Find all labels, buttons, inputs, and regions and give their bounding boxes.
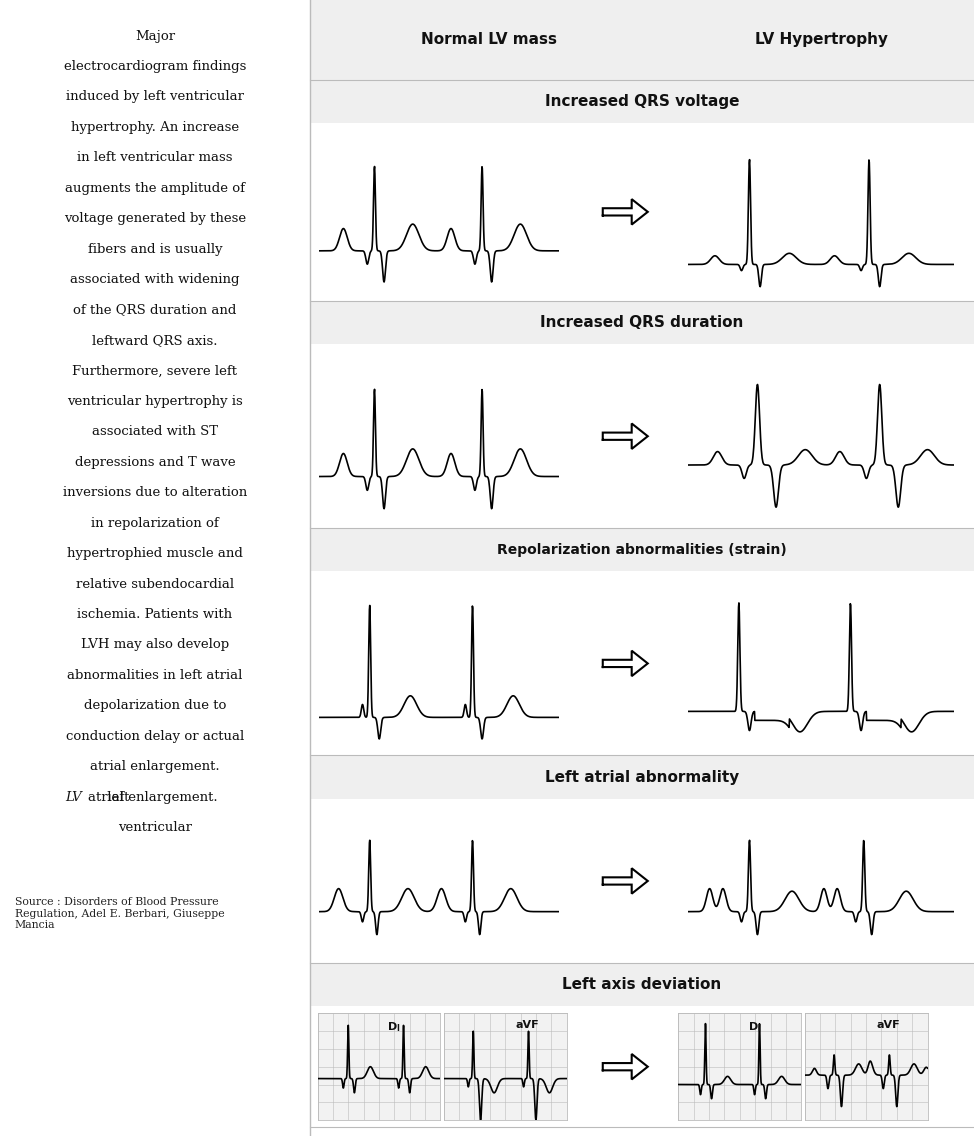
- Text: inversions due to alteration: inversions due to alteration: [62, 486, 247, 499]
- Text: atrial enlargement.: atrial enlargement.: [90, 760, 220, 774]
- Text: voltage generated by these: voltage generated by these: [64, 212, 245, 225]
- Text: $\mathregular{D_I}$: $\mathregular{D_I}$: [387, 1020, 400, 1034]
- Text: atrial enlargement.: atrial enlargement.: [88, 791, 222, 803]
- Bar: [310, 301, 974, 344]
- Text: LV Hypertrophy: LV Hypertrophy: [755, 32, 887, 48]
- Text: associated with widening: associated with widening: [70, 273, 240, 286]
- Text: augments the amplitude of: augments the amplitude of: [65, 182, 244, 194]
- Text: ventricular hypertrophy is: ventricular hypertrophy is: [67, 395, 243, 408]
- Text: depressions and T wave: depressions and T wave: [75, 456, 235, 469]
- Text: of the QRS duration and: of the QRS duration and: [73, 303, 237, 317]
- Text: LVH may also develop: LVH may also develop: [81, 638, 229, 651]
- Text: associated with ST: associated with ST: [92, 425, 218, 438]
- Text: induced by left ventricular: induced by left ventricular: [66, 91, 244, 103]
- Bar: [310, 755, 974, 799]
- Text: in left ventricular mass: in left ventricular mass: [77, 151, 233, 165]
- Text: electrocardiogram findings: electrocardiogram findings: [63, 60, 246, 73]
- Bar: [310, 963, 974, 1006]
- Text: Repolarization abnormalities (strain): Repolarization abnormalities (strain): [497, 543, 787, 557]
- Text: Major: Major: [134, 30, 175, 42]
- Text: Furthermore, severe left: Furthermore, severe left: [72, 365, 238, 377]
- Text: hypertrophy. An increase: hypertrophy. An increase: [71, 120, 239, 134]
- Text: in repolarization of: in repolarization of: [91, 517, 219, 529]
- Bar: [310, 80, 974, 123]
- Text: aVF: aVF: [877, 1020, 900, 1029]
- Text: left: left: [103, 791, 130, 803]
- Text: Source : Disorders of Blood Pressure
Regulation, Adel E. Berbari, Giuseppe
Manci: Source : Disorders of Blood Pressure Reg…: [15, 897, 224, 930]
- Text: Increased QRS duration: Increased QRS duration: [541, 315, 743, 331]
- Bar: [310, 0, 974, 80]
- Text: fibers and is usually: fibers and is usually: [88, 243, 222, 256]
- Text: leftward QRS axis.: leftward QRS axis.: [93, 334, 217, 346]
- Text: LV: LV: [65, 791, 82, 803]
- Text: depolarization due to: depolarization due to: [84, 700, 226, 712]
- Text: ventricular: ventricular: [118, 821, 192, 834]
- Text: conduction delay or actual: conduction delay or actual: [65, 729, 244, 743]
- Text: hypertrophied muscle and: hypertrophied muscle and: [67, 548, 243, 560]
- Text: ischemia. Patients with: ischemia. Patients with: [77, 608, 233, 621]
- Text: abnormalities in left atrial: abnormalities in left atrial: [67, 669, 243, 682]
- Text: relative subendocardial: relative subendocardial: [76, 577, 234, 591]
- Text: Left atrial abnormality: Left atrial abnormality: [544, 769, 739, 785]
- Text: Left axis deviation: Left axis deviation: [562, 977, 722, 993]
- Text: aVF: aVF: [515, 1020, 540, 1029]
- Text: $\mathregular{D_I}$: $\mathregular{D_I}$: [748, 1020, 762, 1034]
- Text: Increased QRS voltage: Increased QRS voltage: [544, 93, 739, 109]
- Text: Normal LV mass: Normal LV mass: [421, 32, 557, 48]
- Bar: [310, 528, 974, 571]
